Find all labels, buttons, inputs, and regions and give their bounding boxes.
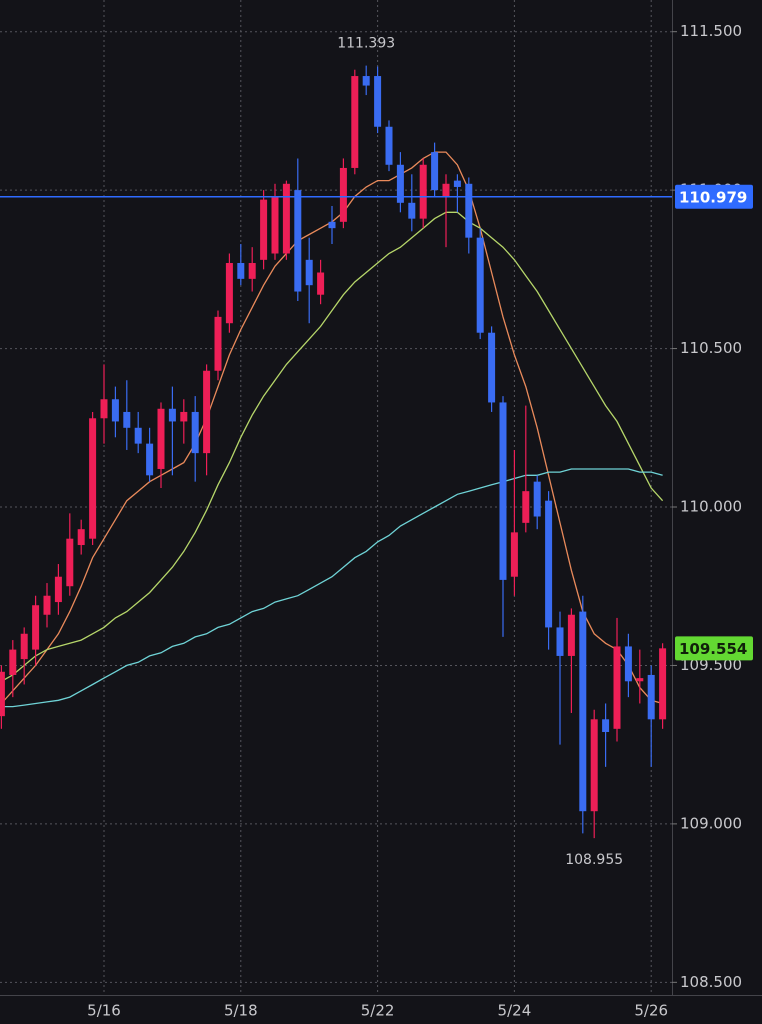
candle-body xyxy=(647,674,655,720)
x-tick-label: 5/22 xyxy=(361,1002,395,1020)
y-tick-label: 110.500 xyxy=(680,339,742,357)
candle-body xyxy=(77,529,85,546)
x-tick-label: 5/26 xyxy=(634,1002,668,1020)
candle-body xyxy=(590,719,598,812)
candle-body xyxy=(0,671,5,717)
candle-body xyxy=(237,263,245,279)
candle-body xyxy=(385,126,393,165)
candle-body xyxy=(636,678,644,682)
candle-body xyxy=(624,646,632,682)
candle-body xyxy=(100,399,108,419)
candle-body xyxy=(180,411,188,422)
y-tick-label: 111.500 xyxy=(680,22,742,40)
candle-body xyxy=(510,532,518,577)
price-label: 110.979 xyxy=(679,188,747,206)
candle-body xyxy=(111,399,119,422)
y-tick-label: 109.000 xyxy=(680,814,742,832)
price-label: 109.554 xyxy=(679,640,747,658)
candle-body xyxy=(613,646,621,729)
candle-body xyxy=(317,272,325,295)
y-tick-label: 109.500 xyxy=(680,656,742,674)
price-label-box xyxy=(675,184,753,209)
candle-body xyxy=(294,190,302,292)
candle-body xyxy=(396,164,404,203)
candle-body xyxy=(579,611,587,812)
candle-body xyxy=(32,605,40,650)
candle-body xyxy=(20,633,28,660)
candle-body xyxy=(488,332,496,403)
candle-body xyxy=(453,180,461,187)
candle-body xyxy=(362,76,370,86)
candle-body xyxy=(476,237,484,333)
candle-body xyxy=(146,443,154,476)
candle-body xyxy=(567,614,575,656)
price-label-box xyxy=(675,636,753,661)
moving-average xyxy=(1,468,663,708)
candle-body xyxy=(351,76,359,168)
candle-body xyxy=(54,576,62,603)
candle-body xyxy=(556,627,564,656)
candle-body xyxy=(191,411,199,454)
candle-body xyxy=(408,202,416,219)
candle-body xyxy=(374,76,382,127)
moving-average xyxy=(1,211,664,682)
candle-body xyxy=(66,538,74,587)
candle-body xyxy=(305,259,313,286)
candle-body xyxy=(328,221,336,229)
candle-body xyxy=(431,152,439,191)
extreme-label: 111.393 xyxy=(337,36,395,52)
candle-body xyxy=(214,316,222,371)
candle-body xyxy=(545,500,553,628)
extreme-label: 108.955 xyxy=(565,852,623,868)
candle-body xyxy=(271,196,279,254)
candle-body xyxy=(157,408,165,469)
candle-body xyxy=(9,649,17,675)
candle-body xyxy=(339,167,347,222)
candle-body xyxy=(89,418,97,539)
candle-body xyxy=(522,491,530,523)
candle-body xyxy=(225,263,233,324)
x-tick-label: 5/18 xyxy=(224,1002,258,1020)
y-tick-label: 108.500 xyxy=(680,973,742,991)
candle-body xyxy=(533,481,541,517)
candle-body xyxy=(134,427,142,444)
candle-body xyxy=(248,263,256,279)
candle-body xyxy=(282,183,290,254)
y-tick-label: 110.000 xyxy=(680,498,742,516)
candle-body xyxy=(203,370,211,454)
candle-body xyxy=(260,199,268,260)
candle-body xyxy=(602,719,610,732)
candle-body xyxy=(168,408,176,422)
x-tick-label: 5/24 xyxy=(498,1002,532,1020)
candle-body xyxy=(43,595,51,615)
candle-body xyxy=(659,648,667,720)
candle-body xyxy=(442,183,450,197)
candle-body xyxy=(465,183,473,238)
x-tick-label: 5/16 xyxy=(87,1002,121,1020)
candle-body xyxy=(419,164,427,219)
candle-body xyxy=(499,402,507,580)
candle-body xyxy=(123,411,131,428)
